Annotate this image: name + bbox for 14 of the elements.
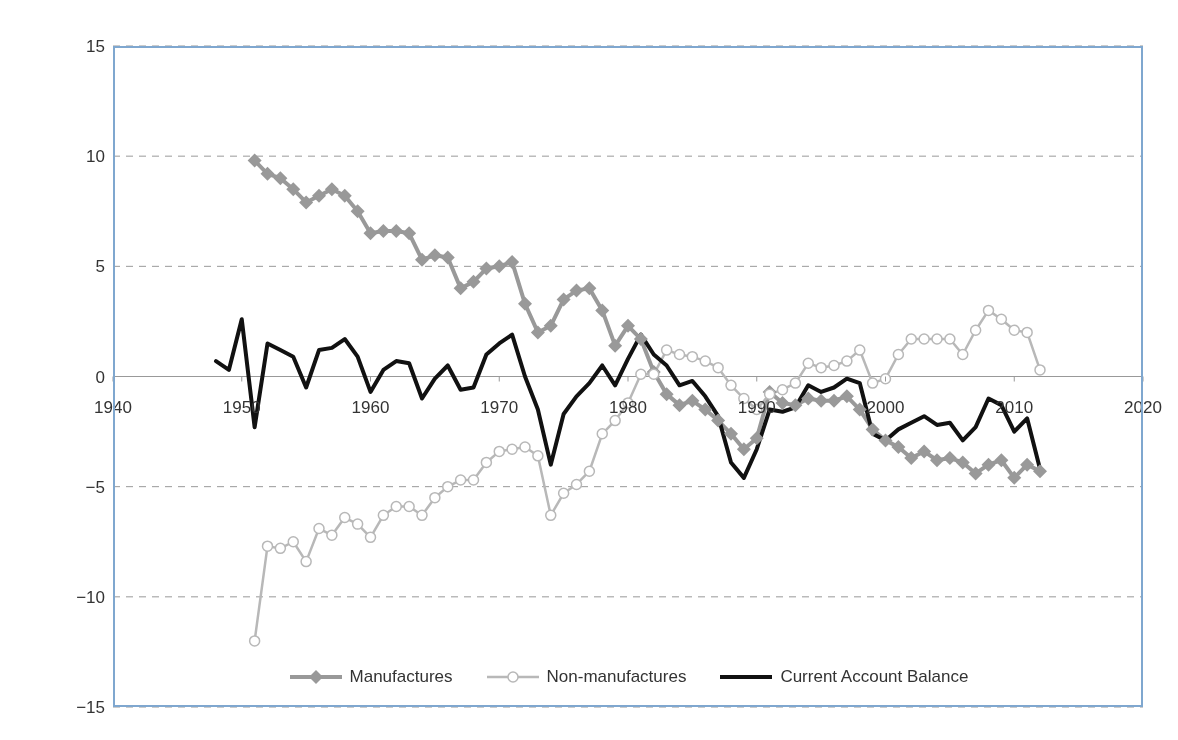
y-tick-label: 15 bbox=[86, 37, 105, 57]
x-tick-label: 1980 bbox=[609, 397, 647, 417]
x-tick-label: 2000 bbox=[866, 397, 905, 417]
y-tick-label: −10 bbox=[76, 587, 105, 607]
legend-label: Non-manufactures bbox=[546, 667, 687, 687]
legend-label: Manufactures bbox=[349, 667, 453, 687]
x-tick-label: 1970 bbox=[480, 397, 519, 417]
y-tick-label: 5 bbox=[95, 257, 105, 277]
y-tick-label: −5 bbox=[85, 477, 105, 497]
y-tick-label: 10 bbox=[86, 147, 105, 167]
x-tick-label: 1960 bbox=[351, 397, 390, 417]
y-tick-label: 0 bbox=[95, 367, 105, 387]
legend-label: Current Account Balance bbox=[780, 667, 969, 687]
y-tick-label: −15 bbox=[76, 698, 105, 718]
